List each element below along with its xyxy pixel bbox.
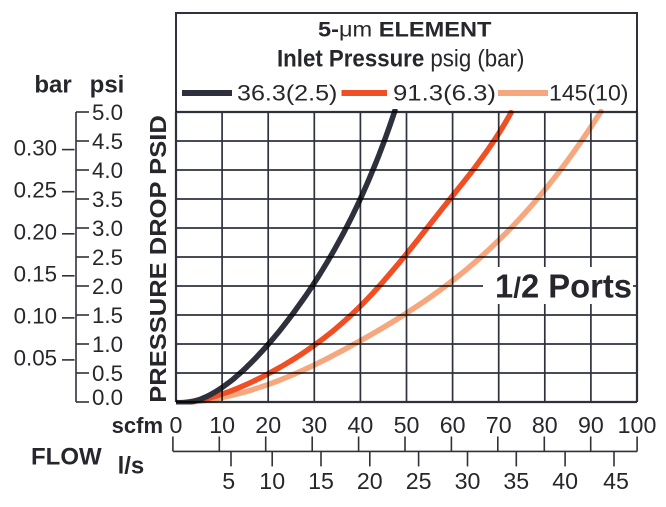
svg-text:0.30: 0.30 xyxy=(14,135,57,160)
svg-text:91.3(6.3): 91.3(6.3) xyxy=(393,81,496,106)
svg-text:0.25: 0.25 xyxy=(14,177,57,202)
svg-text:1.5: 1.5 xyxy=(92,303,123,328)
svg-text:1/2 Ports: 1/2 Ports xyxy=(495,268,632,305)
svg-text:20: 20 xyxy=(255,412,281,438)
svg-text:scfm: scfm xyxy=(112,413,163,438)
svg-text:5.0: 5.0 xyxy=(92,100,123,125)
svg-text:15: 15 xyxy=(308,468,334,494)
svg-text:5-μm ELEMENT: 5- μm ELEMENT xyxy=(318,19,492,42)
svg-text:10: 10 xyxy=(209,412,235,438)
svg-text:0.10: 0.10 xyxy=(14,304,57,329)
svg-text:60: 60 xyxy=(440,412,466,438)
svg-text:80: 80 xyxy=(532,412,558,438)
svg-text:0.20: 0.20 xyxy=(14,220,57,245)
svg-text:bar: bar xyxy=(34,71,71,98)
svg-text:145(10): 145(10) xyxy=(549,81,629,106)
svg-text:70: 70 xyxy=(486,412,512,438)
svg-text:0.05: 0.05 xyxy=(14,346,57,371)
svg-text:2.0: 2.0 xyxy=(92,274,123,299)
svg-text:25: 25 xyxy=(406,468,432,494)
svg-text:40: 40 xyxy=(552,468,578,494)
svg-text:90: 90 xyxy=(578,412,604,438)
svg-text:2.5: 2.5 xyxy=(92,245,123,270)
svg-text:4.5: 4.5 xyxy=(92,129,123,154)
svg-text:0: 0 xyxy=(170,412,183,438)
svg-text:100: 100 xyxy=(618,412,657,438)
svg-text:36.3(2.5): 36.3(2.5) xyxy=(237,81,337,106)
svg-text:psi: psi xyxy=(90,71,125,98)
svg-text:l/s: l/s xyxy=(118,453,145,480)
svg-text:40: 40 xyxy=(348,412,374,438)
svg-text:Inlet Pressure psig (bar): Inlet Pressure psig (bar) xyxy=(277,45,524,72)
svg-text:50: 50 xyxy=(394,412,420,438)
svg-text:FLOW: FLOW xyxy=(31,444,102,471)
svg-text:1.0: 1.0 xyxy=(92,332,123,357)
svg-text:5: 5 xyxy=(222,468,235,494)
svg-text:3.0: 3.0 xyxy=(92,216,123,241)
svg-text:0.0: 0.0 xyxy=(92,385,123,410)
svg-text:4.0: 4.0 xyxy=(92,158,123,183)
svg-text:45: 45 xyxy=(603,468,629,494)
svg-text:30: 30 xyxy=(455,468,481,494)
svg-text:35: 35 xyxy=(503,468,529,494)
svg-text:10: 10 xyxy=(259,468,285,494)
svg-text:PRESSURE DROP PSID: PRESSURE DROP PSID xyxy=(145,115,171,403)
svg-text:20: 20 xyxy=(357,468,383,494)
svg-text:3.5: 3.5 xyxy=(92,187,123,212)
svg-text:30: 30 xyxy=(301,412,327,438)
svg-text:0.5: 0.5 xyxy=(92,361,123,386)
svg-text:0.15: 0.15 xyxy=(14,262,57,287)
